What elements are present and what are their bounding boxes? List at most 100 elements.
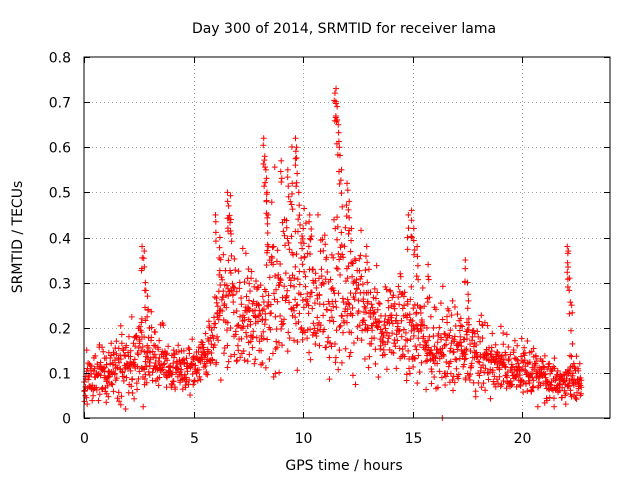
data-point: [546, 386, 553, 393]
data-point: [514, 356, 521, 363]
data-point: [503, 385, 510, 392]
data-point: [314, 314, 321, 321]
data-point: [514, 342, 521, 349]
data-point: [331, 340, 338, 347]
data-point: [426, 294, 433, 301]
data-point: [283, 294, 290, 301]
data-point: [361, 303, 368, 310]
data-point: [141, 334, 148, 341]
data-point: [292, 263, 299, 270]
data-point: [427, 313, 434, 320]
data-point: [381, 351, 388, 358]
data-point: [274, 247, 281, 254]
data-point: [282, 297, 289, 304]
data-point: [281, 242, 288, 249]
data-point: [413, 346, 420, 353]
data-point: [206, 322, 213, 329]
data-point: [424, 357, 431, 364]
data-point: [217, 377, 224, 384]
data-point: [132, 333, 139, 340]
data-point: [213, 299, 220, 306]
data-point: [243, 329, 250, 336]
data-point: [414, 380, 421, 387]
data-point: [318, 273, 325, 280]
data-point: [534, 403, 541, 410]
data-point: [233, 288, 240, 295]
data-point: [256, 307, 263, 314]
data-point: [136, 368, 143, 375]
data-point: [227, 192, 234, 199]
data-point: [382, 283, 389, 290]
data-point: [312, 341, 319, 348]
data-point: [431, 343, 438, 350]
data-point: [260, 306, 267, 313]
data-point: [319, 236, 326, 243]
data-point: [456, 327, 463, 334]
data-point: [272, 313, 279, 320]
data-point: [116, 398, 123, 405]
data-point: [496, 373, 503, 380]
data-point: [448, 312, 455, 319]
data-point: [484, 322, 491, 329]
data-point: [518, 335, 525, 342]
data-point: [148, 308, 155, 315]
data-point: [279, 321, 286, 328]
data-point: [511, 337, 518, 344]
data-point: [326, 354, 333, 361]
data-point: [465, 315, 472, 322]
data-point: [279, 219, 286, 226]
data-point: [376, 318, 383, 325]
data-point: [175, 342, 182, 349]
data-point: [414, 322, 421, 329]
data-point: [452, 323, 459, 330]
data-point: [393, 365, 400, 372]
data-point: [300, 304, 307, 311]
data-point: [208, 349, 215, 356]
data-point: [238, 335, 245, 342]
data-point: [311, 300, 318, 307]
data-point: [372, 315, 379, 322]
data-point: [382, 325, 389, 332]
data-point: [481, 319, 488, 326]
data-point: [478, 312, 485, 319]
data-point: [165, 343, 172, 350]
data-point: [263, 262, 270, 269]
data-point: [442, 373, 449, 380]
data-point: [234, 357, 241, 364]
data-point: [218, 274, 225, 281]
data-point: [259, 316, 266, 323]
data-point: [374, 324, 381, 331]
data-point: [336, 323, 343, 330]
data-point: [374, 289, 381, 296]
data-point: [389, 330, 396, 337]
data-point: [113, 338, 120, 345]
data-point: [301, 268, 308, 275]
data-point: [547, 382, 554, 389]
data-point: [480, 362, 487, 369]
data-point: [111, 371, 118, 378]
data-point: [365, 266, 372, 273]
data-point: [497, 323, 504, 330]
data-point: [344, 306, 351, 313]
data-point: [160, 361, 167, 368]
data-point: [398, 317, 405, 324]
data-point: [246, 351, 253, 358]
data-point: [219, 276, 226, 283]
data-point: [394, 337, 401, 344]
data-point: [334, 223, 341, 230]
data-point: [419, 284, 426, 291]
data-point: [399, 346, 406, 353]
data-point: [260, 335, 267, 342]
data-point: [407, 336, 414, 343]
data-point: [395, 283, 402, 290]
data-point: [202, 330, 209, 337]
data-point: [487, 395, 494, 402]
data-point: [462, 351, 469, 358]
data-point: [346, 301, 353, 308]
data-point: [81, 398, 88, 405]
data-point: [197, 376, 204, 383]
data-point: [454, 346, 461, 353]
data-point: [258, 347, 265, 354]
data-point: [83, 347, 90, 354]
data-point: [395, 328, 402, 335]
